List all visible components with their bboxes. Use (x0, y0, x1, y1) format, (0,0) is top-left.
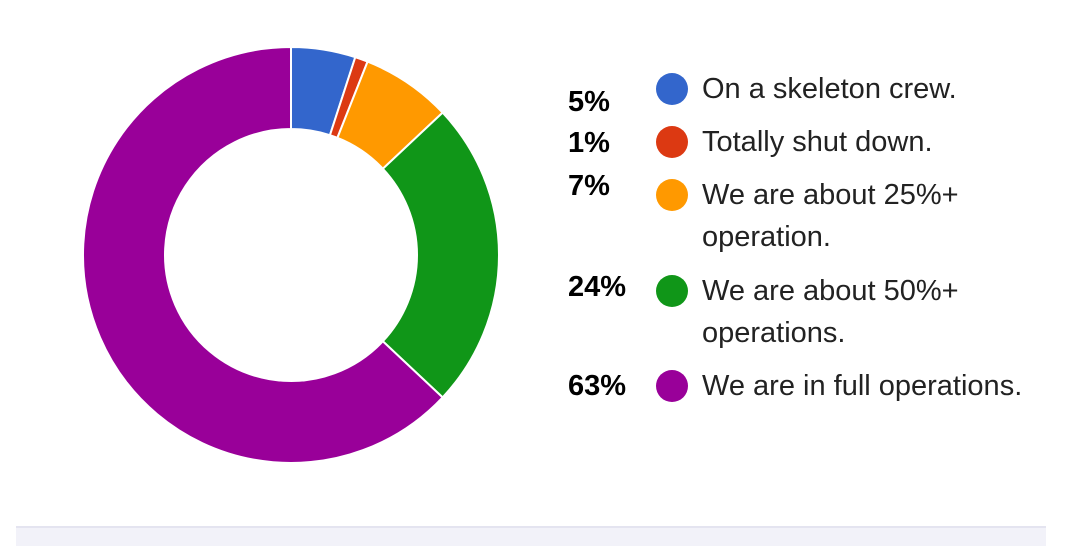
legend-label-50-plus: We are about 50%+ operations. (702, 275, 959, 349)
legend-item-shut-down: Totally shut down. (656, 124, 1032, 163)
percent-label-25-plus: 7% (568, 170, 610, 202)
legend-label-shut-down: Totally shut down. (702, 126, 933, 158)
percent-label-50-plus: 24% (568, 271, 627, 303)
legend-swatch-full (656, 370, 688, 402)
legend-swatch-25-plus (656, 179, 688, 211)
legend-item-25-plus: We are about 25%+ operation. (656, 177, 1032, 258)
legend-swatch-shut-down (656, 126, 688, 158)
legend-label-full: We are in full operations. (702, 370, 1023, 402)
legend-label-25-plus: We are about 25%+ operation. (702, 179, 959, 253)
legend-item-full: We are in full operations. (656, 368, 1032, 407)
bottom-divider (16, 526, 1046, 546)
donut-chart (82, 45, 500, 464)
percent-label-skeleton-crew: 5% (568, 86, 610, 118)
legend-swatch-skeleton-crew (656, 73, 688, 105)
legend-item-skeleton-crew: On a skeleton crew. (656, 71, 1032, 110)
donut-slice-full (82, 45, 445, 464)
percent-label-shut-down: 1% (568, 127, 610, 159)
legend-swatch-50-plus (656, 275, 688, 307)
legend-item-50-plus: We are about 50%+ operations. (656, 273, 1032, 354)
legend-label-skeleton-crew: On a skeleton crew. (702, 73, 957, 105)
percent-label-full: 63% (568, 370, 627, 402)
donut-slice-50-plus (381, 111, 500, 399)
